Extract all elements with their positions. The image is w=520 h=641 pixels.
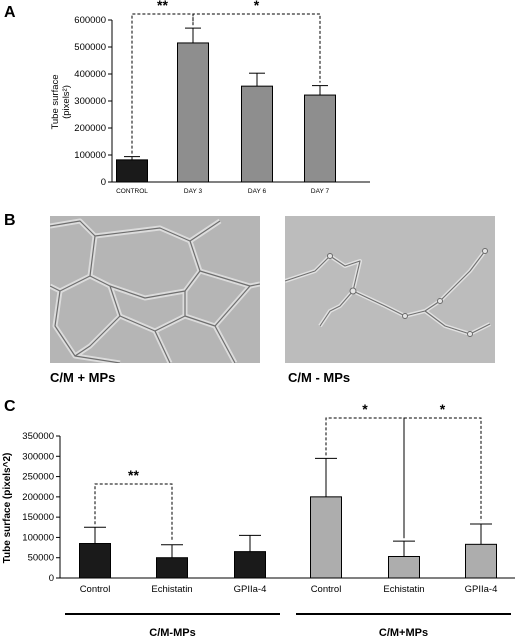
panel-letter-c: C [4,398,16,415]
y-tick-label: 150000 [22,512,54,523]
category-label: DAY 7 [311,188,330,195]
group-label: C/M+MPs [379,627,428,639]
bar [465,543,497,579]
significance-bracket [403,417,482,539]
y-axis-title: Tube surface(pixels²) [50,74,72,129]
bar [241,85,273,183]
category-label: Echistatin [151,584,192,595]
significance-bracket [192,13,321,83]
bar [234,551,266,579]
y-tick-label: 400000 [74,69,106,80]
significance-label: ** [128,467,139,483]
category-label: DAY 6 [248,188,267,195]
y-tick-label: 0 [49,573,54,584]
y-tick-label: 100000 [74,150,106,161]
category-label: Control [311,584,342,595]
y-tick-label: 350000 [22,431,54,442]
category-label: Echistatin [383,584,424,595]
significance-label: ** [157,0,168,13]
bar [116,159,148,183]
y-tick-label: 100000 [22,532,54,543]
category-label: DAY 3 [184,188,203,195]
y-tick-label: 200000 [74,123,106,134]
category-label: GPIIa-4 [465,584,498,595]
y-tick-label: 250000 [22,472,54,483]
bar-chart-tube-surface-days: 0 100000 200000 300000 400000 500000 600000 CON… [50,0,370,195]
significance-bracket [94,483,173,542]
bar [177,42,209,183]
sparse-tube-image [285,216,495,363]
significance-label: * [254,0,260,13]
y-tick-label: 0 [101,177,106,188]
category-label: CONTROL [116,188,148,195]
category-label: GPIIa-4 [234,584,267,595]
micrograph-with-mps [50,216,260,363]
bar [388,555,420,579]
bar [310,496,342,579]
significance-label: * [362,401,368,417]
micrograph-label-without-mps: C/M - MPs [288,370,351,385]
category-label: Control [80,584,111,595]
y-axis-title: Tube surface (pixels^2) [2,453,13,564]
y-tick-label: 300000 [74,96,106,107]
micrograph-without-mps [285,216,495,363]
panel-letter-a: A [4,4,16,21]
y-tick-label: 500000 [74,42,106,53]
significance-label: * [440,401,446,417]
bar [79,543,111,579]
y-tick-label: 50000 [28,553,54,564]
bar [156,557,188,579]
bar [304,94,336,183]
micrograph-label-with-mps: C/M + MPs [50,370,116,385]
tube-network-image [50,216,260,363]
bar-chart-tube-surface-inhibitors: 0 50000 100000 150000 200000 250000 300000 3500… [2,401,515,639]
y-tick-label: 200000 [22,492,54,503]
panel-letter-b: B [4,212,16,229]
group-label: C/M-MPs [149,627,195,639]
y-tick-label: 600000 [74,15,106,26]
y-tick-label: 300000 [22,451,54,462]
